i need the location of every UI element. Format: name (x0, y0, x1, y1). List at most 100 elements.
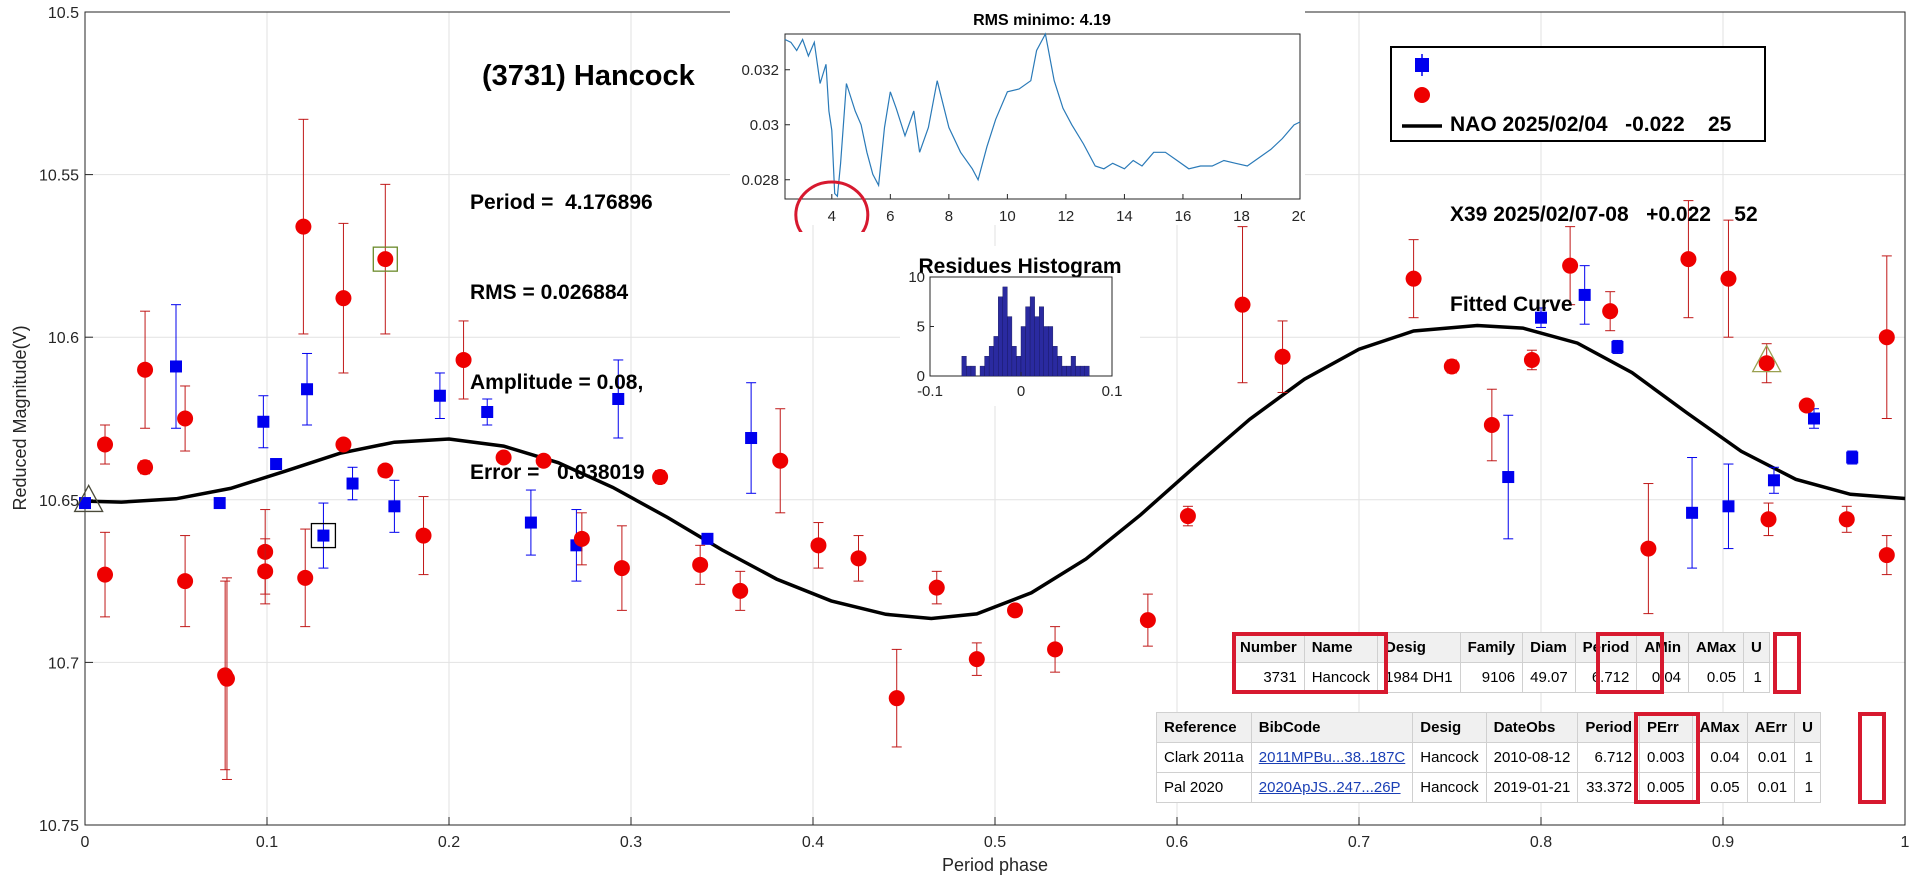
nao-point (481, 405, 494, 418)
table1-header-cell: AMin (1636, 632, 1690, 663)
x-axis-label: Period phase (942, 855, 1048, 875)
rms-x-tick-label: 4 (828, 208, 836, 225)
table1-cell: Hancock (1303, 662, 1379, 693)
nao-point (1808, 412, 1820, 425)
fitted-curve (84, 323, 1906, 621)
table2-header-cell: BibCode (1250, 712, 1414, 743)
nao-point (1535, 311, 1547, 324)
histogram-bar (1061, 365, 1067, 377)
histogram-x-tick-label: -0.1 (917, 383, 943, 400)
bibcode-link[interactable]: 2011MPBu...38..187C (1258, 749, 1406, 766)
legend: NAO 2025/02/04 -0.022 25 X39 2025/02/07-… (1390, 46, 1766, 316)
nao-point (213, 497, 226, 510)
rms-inset-background (730, 0, 1305, 225)
period-info: Period = 4.176896 (470, 191, 653, 214)
x-tick-label: 0.7 (1348, 834, 1370, 851)
table2-cell: 1 (1794, 742, 1821, 773)
nao-point (524, 516, 537, 529)
fit-info: Period = 4.176896 RMS = 0.026884 Amplitu… (470, 128, 653, 518)
main-axes: 0 0.1 0.2 0.3 0.4 0.5 0.6 0.7 0.8 0.9 110.510.5510… (39, 5, 1910, 851)
table2-cell: Clark 2011a (1156, 742, 1252, 773)
x39-point (1443, 358, 1460, 375)
rms-title: RMS minimo: 4.19 (973, 12, 1111, 29)
table2-cell: 0.04 (1691, 742, 1748, 773)
table2-header-cell: AErr (1746, 712, 1796, 743)
histogram-bar (1020, 326, 1026, 377)
table1-header-cell: Family (1459, 632, 1524, 663)
nao-point (1686, 506, 1699, 519)
table1-header-cell: Number (1232, 632, 1305, 663)
x39-point (1007, 602, 1024, 619)
x39-point (1798, 397, 1815, 414)
histogram-bar (961, 355, 967, 377)
histogram-bar (1011, 346, 1017, 377)
histogram-bar (1043, 326, 1049, 377)
x39-point (1758, 355, 1775, 372)
histogram-bar (1029, 296, 1035, 377)
bibcode-cell: 2011MPBu...38..187C (1250, 742, 1414, 773)
x39-point (1562, 257, 1579, 274)
table1-header-row: Number Name Desig Family Diam Period AMin AMax U (1232, 632, 1770, 663)
x39-point (1878, 329, 1895, 346)
x39-point (692, 556, 709, 573)
legend-labels: NAO 2025/02/04 -0.022 25 X39 2025/02/07-… (1450, 50, 1758, 380)
table2-header-cell: Period (1577, 712, 1641, 743)
histogram-bar (1007, 316, 1013, 377)
x39-point (335, 436, 352, 453)
histogram-bar (1079, 365, 1085, 377)
x39-point (97, 566, 114, 583)
rms-series-line (784, 32, 1301, 198)
table1-cell: 1984 DH1 (1377, 662, 1461, 693)
x39-point (850, 550, 867, 567)
legend-swatches (1402, 54, 1442, 128)
table2-cell: Hancock (1412, 742, 1487, 773)
x39-point (1274, 348, 1291, 365)
x39-point (810, 537, 827, 554)
nao-point (388, 500, 401, 513)
nao-point (79, 497, 91, 510)
table2-cell: 2010-08-12 (1485, 742, 1579, 773)
bibcode-link[interactable]: 2020ApJS..247...26P (1258, 779, 1401, 796)
y-tick-label: 10.55 (39, 168, 79, 185)
nao-point (433, 389, 446, 402)
nao-point (701, 532, 714, 545)
table2-header-cell: Reference (1156, 712, 1252, 743)
legend-nao-square-icon (1415, 58, 1429, 72)
nao-series (79, 265, 1859, 582)
x-tick-label: 0 (81, 834, 90, 851)
x39-point (613, 560, 630, 577)
nao-point (346, 477, 359, 490)
histogram-bar (1038, 306, 1044, 377)
triangle-marker (73, 484, 104, 513)
nao-point (1722, 500, 1735, 513)
rms-minimum-highlight (794, 180, 870, 232)
nao-point (270, 458, 283, 471)
x39-series (97, 118, 1895, 780)
legend-x39-circle-icon (1414, 87, 1430, 103)
rms-x-tick-label: 18 (1233, 208, 1250, 225)
x39-point (1680, 251, 1697, 268)
rms-x-tick-label: 20 (1292, 208, 1305, 225)
histogram-y-tick-label: 0 (917, 368, 925, 385)
histogram-bar (1025, 306, 1031, 377)
histogram-bar (998, 296, 1003, 377)
x39-point (415, 527, 432, 544)
table2-header-cell: PErr (1639, 712, 1693, 743)
histogram-bar (1002, 286, 1008, 377)
x39-point (772, 452, 789, 469)
x39-point (1838, 511, 1855, 528)
x39-point (535, 452, 552, 469)
y-tick-label: 10.6 (48, 330, 79, 347)
x39-point (495, 449, 512, 466)
rms-plot-frame (784, 33, 1301, 200)
y-tick-label: 10.5 (48, 5, 79, 22)
fitted-curve-line (84, 323, 1906, 621)
x39-point (1405, 270, 1422, 287)
table1-cell: 0.04 (1636, 662, 1690, 693)
table2-cell: 0.05 (1691, 772, 1748, 803)
table1-header-cell: AMax (1688, 632, 1745, 663)
x39-point (1047, 641, 1064, 658)
histogram-bar (1048, 326, 1054, 377)
nao-point (1578, 288, 1591, 301)
